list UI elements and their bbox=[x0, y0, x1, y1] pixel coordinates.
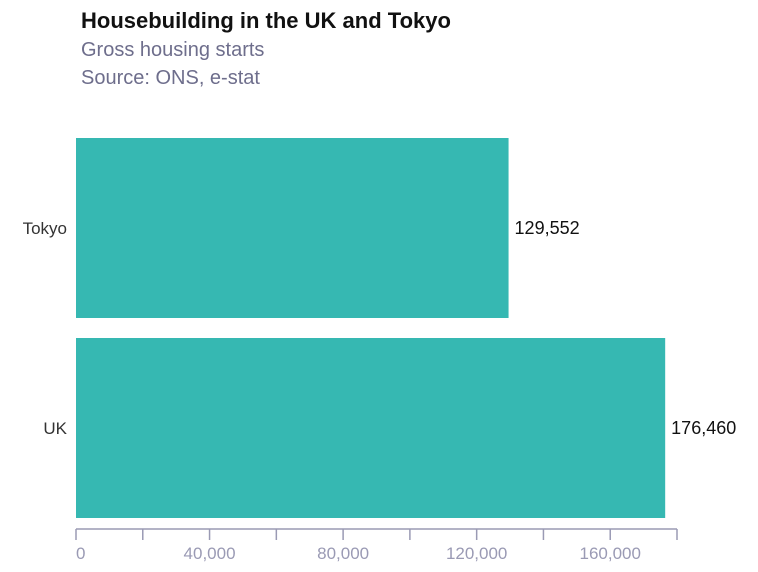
value-label-uk: 176,460 bbox=[671, 418, 736, 438]
category-label-uk: UK bbox=[43, 419, 67, 438]
chart-title: Housebuilding in the UK and Tokyo bbox=[81, 8, 451, 33]
bar-uk bbox=[76, 338, 666, 518]
bar-tokyo bbox=[76, 138, 509, 318]
category-label-tokyo: Tokyo bbox=[23, 219, 67, 238]
value-label-tokyo: 129,552 bbox=[515, 218, 580, 238]
chart-subtitle: Gross housing starts bbox=[81, 39, 265, 61]
x-tick-label: 80,000 bbox=[317, 544, 369, 563]
x-tick-label: 0 bbox=[76, 544, 85, 563]
x-tick-label: 160,000 bbox=[579, 544, 640, 563]
chart-source: Source: ONS, e-stat bbox=[81, 67, 260, 89]
x-tick-label: 120,000 bbox=[446, 544, 507, 563]
x-tick-label: 40,000 bbox=[184, 544, 236, 563]
